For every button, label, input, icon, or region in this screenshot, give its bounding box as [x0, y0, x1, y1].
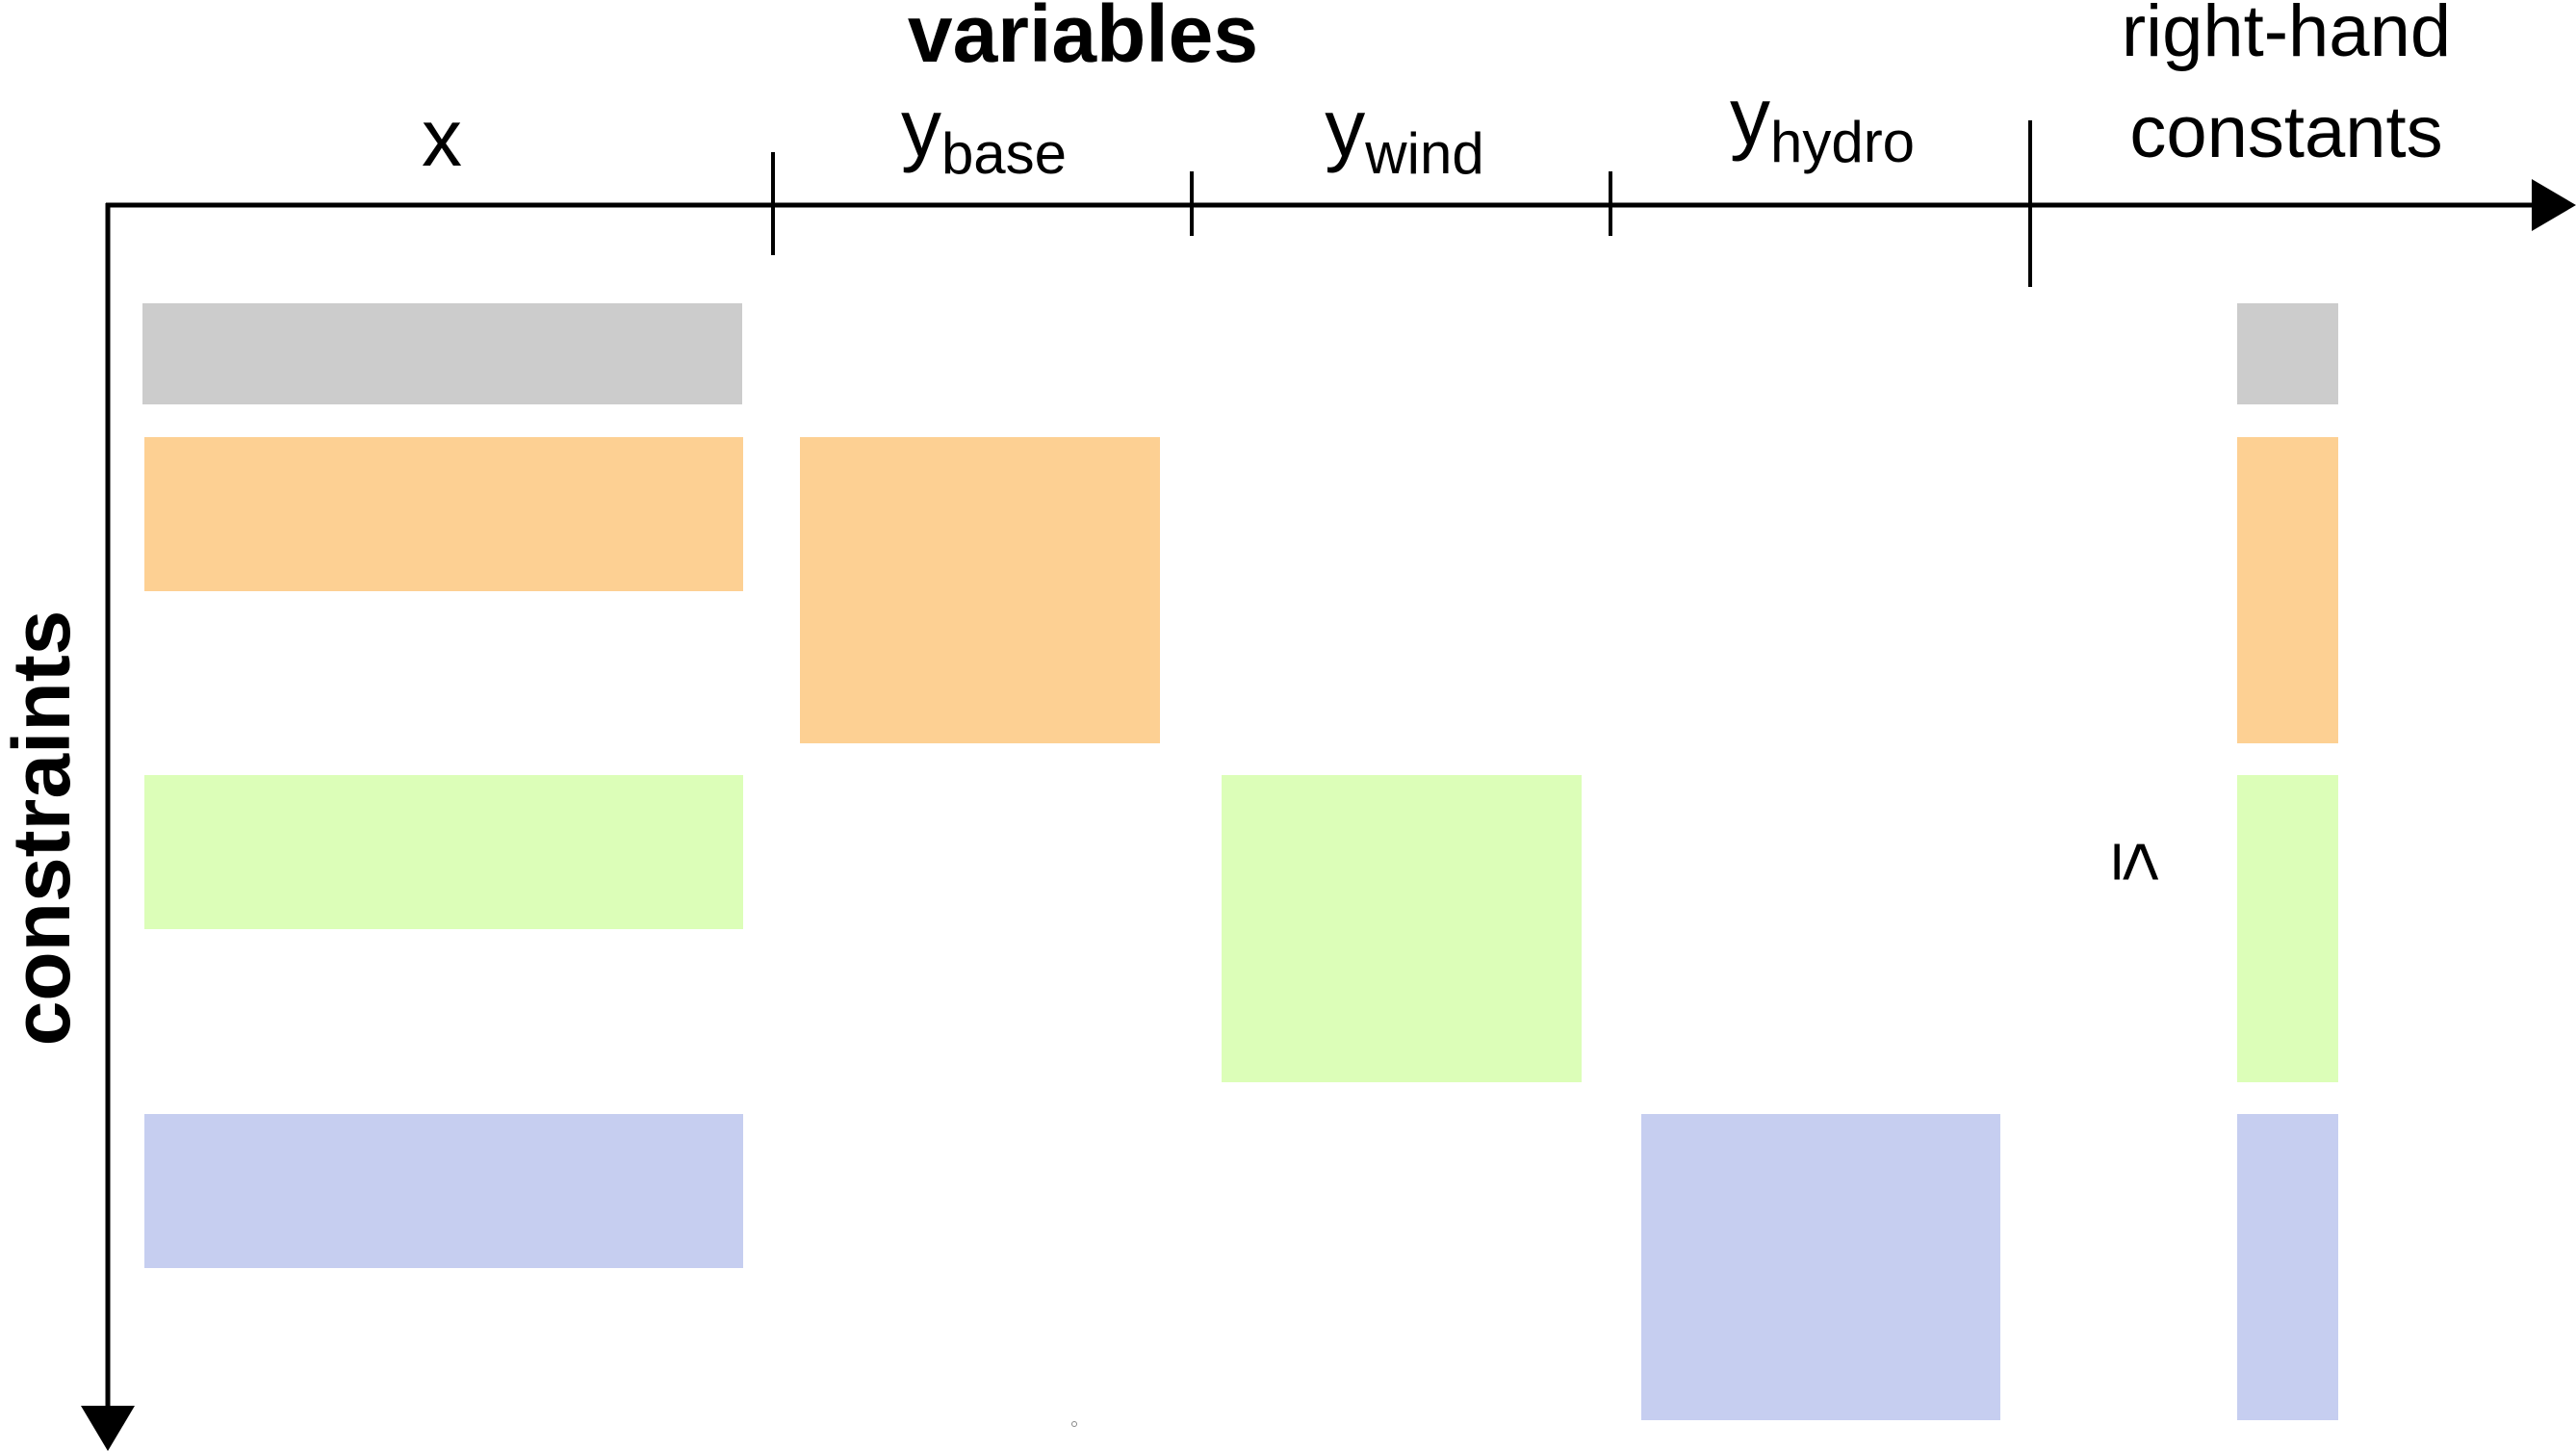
- rhs-label-line2: constants: [2129, 91, 2442, 173]
- rhs-label-line1: right-hand: [2122, 0, 2451, 72]
- horizontal-axis-arrowhead: [2532, 179, 2576, 231]
- column-label-x-main: x: [422, 92, 462, 183]
- block-blue-x: [144, 1114, 743, 1268]
- block-blue-rhs: [2237, 1114, 2338, 1420]
- blocks: [142, 303, 2338, 1420]
- diagram-title: variables: [908, 0, 1258, 79]
- block-orange-ybase: [800, 437, 1160, 743]
- block-blue-yhydro: [1641, 1114, 2000, 1420]
- axes: [81, 120, 2576, 1451]
- column-label-yhydro: yhydro: [1730, 71, 1915, 174]
- block-gray-rhs: [2237, 303, 2338, 404]
- column-label-ywind-sub: wind: [1364, 121, 1483, 186]
- stray-dot: [1071, 1421, 1077, 1427]
- column-label-x: x: [422, 92, 462, 183]
- column-label-ybase: ybase: [901, 83, 1067, 186]
- inequality-symbol: ≤: [2099, 842, 2180, 882]
- column-label-yhydro-sub: hydro: [1770, 110, 1915, 174]
- block-green-ywind: [1222, 775, 1582, 1082]
- column-label-ybase-main: y: [901, 83, 941, 173]
- column-label-ywind: ywind: [1325, 83, 1483, 186]
- vertical-axis-arrowhead: [81, 1406, 135, 1451]
- block-gray-x: [142, 303, 742, 404]
- block-green-x: [144, 775, 743, 929]
- row-axis-label: constraints: [0, 610, 87, 1047]
- column-label-ybase-sub: base: [941, 121, 1067, 186]
- block-orange-x: [144, 437, 743, 591]
- block-green-rhs: [2237, 775, 2338, 1082]
- column-label-ywind-main: y: [1325, 83, 1365, 173]
- block-orange-rhs: [2237, 437, 2338, 743]
- column-label-yhydro-main: y: [1730, 71, 1770, 162]
